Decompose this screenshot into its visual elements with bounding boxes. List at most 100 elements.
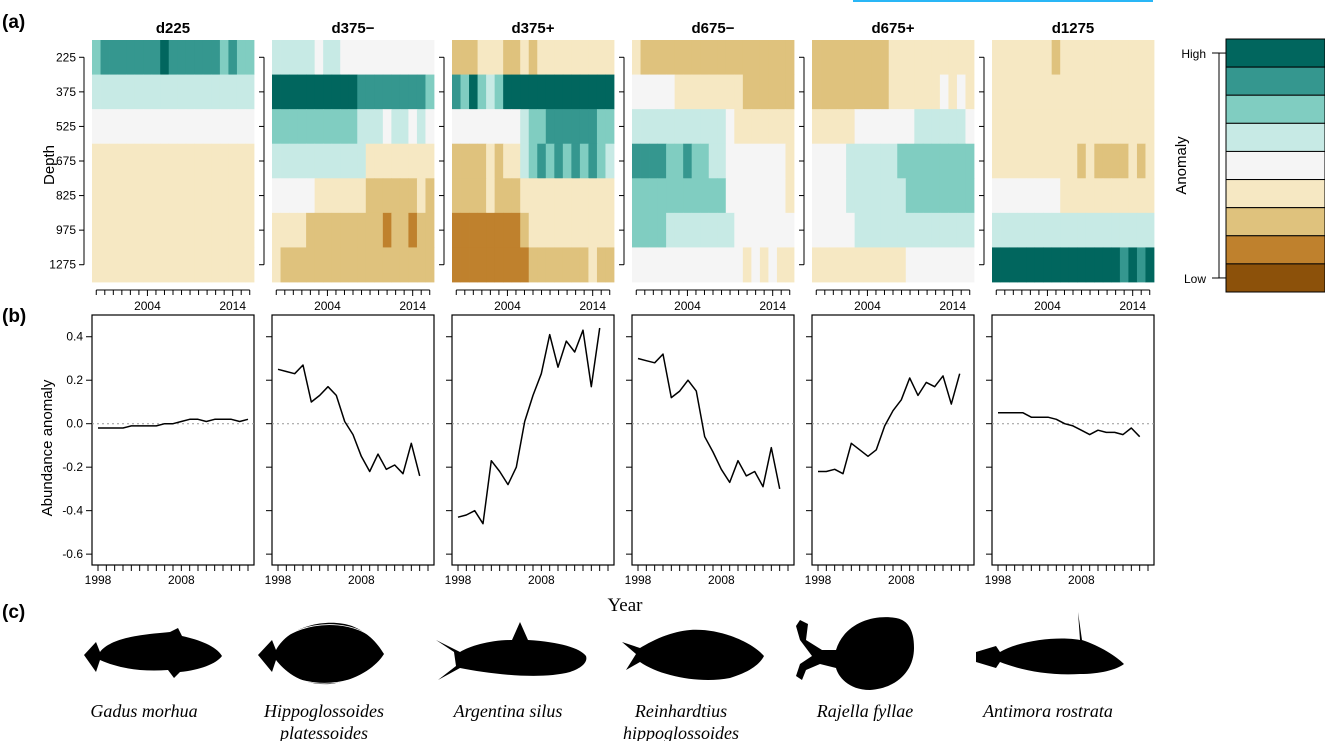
heatmap-cell <box>759 74 769 110</box>
heatmap-cell <box>228 109 238 145</box>
heatmap-cell <box>126 40 136 75</box>
year-tick-label: 2014 <box>219 299 246 313</box>
heatmap-cell <box>382 109 392 145</box>
heatmap-cell <box>605 143 615 179</box>
heatmap-cell <box>1102 109 1112 145</box>
heatmap-cell <box>905 247 915 283</box>
heatmap-cell <box>134 109 144 145</box>
heatmap-cell <box>211 247 221 283</box>
heatmap-cell <box>1034 247 1044 283</box>
heatmap-cell <box>314 109 324 145</box>
heatmap-cell <box>863 247 873 283</box>
heatmap-cell <box>160 247 170 283</box>
heatmap-cell <box>931 212 941 248</box>
heatmap-cell <box>92 247 101 283</box>
heatmap-cell <box>888 143 898 179</box>
heatmap-cell <box>1017 178 1027 214</box>
heatmap-cell <box>554 212 564 248</box>
heatmap-cell <box>1051 143 1061 179</box>
heatmap-cell <box>425 74 435 110</box>
heatmap-cell <box>734 40 744 75</box>
heatmap-cell <box>939 178 949 214</box>
heatmap-cell <box>871 40 881 75</box>
heatmap-cell <box>1094 109 1104 145</box>
heatmap-cell <box>914 212 924 248</box>
heatmap-title: d675+ <box>872 20 915 37</box>
heatmap-cell <box>1102 40 1112 75</box>
heatmap-cell <box>1026 212 1036 248</box>
heatmap-cell <box>837 40 847 75</box>
heatmap-cell <box>1000 109 1010 145</box>
heatmap-cell <box>331 247 341 283</box>
heatmap-cell <box>759 40 769 75</box>
heatmap-cell <box>649 212 658 248</box>
heatmap-cell <box>1085 40 1095 75</box>
heatmap-cell <box>477 109 487 145</box>
heatmap-cell <box>280 247 290 283</box>
species-name: Argentina silus <box>453 701 563 721</box>
heatmap-cell <box>228 143 238 179</box>
heatmap-cell <box>236 143 246 179</box>
heatmap-cell <box>1017 40 1027 75</box>
heatmap-cell <box>657 212 667 248</box>
line-panel-frame <box>271 314 435 566</box>
heatmap-cell <box>1102 212 1112 248</box>
heatmap-cell <box>708 109 718 145</box>
heatmap-cell <box>742 247 752 283</box>
heatmap-cell <box>143 143 153 179</box>
heatmap-cell <box>863 178 873 214</box>
heatmap-cell <box>340 74 350 110</box>
heatmap-cell <box>151 40 161 75</box>
heatmap-cell <box>545 178 555 214</box>
heatmap-cell <box>1145 247 1155 283</box>
heatmap-cell <box>700 40 710 75</box>
heatmap-cell <box>914 247 924 283</box>
heatmap-cell <box>1111 143 1121 179</box>
heatmap-cell <box>596 40 606 75</box>
heatmap-cell <box>520 143 530 179</box>
heatmap-panel: d225 225 375 525 675 825 975 1275 2004 2014 <box>49 20 255 313</box>
heatmap-cell <box>829 247 838 283</box>
heatmap-cell <box>357 109 367 145</box>
heatmap-cell <box>306 40 316 75</box>
heatmap-cell <box>168 247 178 283</box>
heatmap-cell <box>837 178 847 214</box>
heatmap-cell <box>717 143 727 179</box>
heatmap-cell <box>674 109 684 145</box>
heatmap-panel: d1275 2004 2014 <box>979 20 1155 313</box>
heatmap-cell <box>863 74 873 110</box>
heatmap-cell <box>1068 109 1078 145</box>
line-panel-frame <box>631 314 795 566</box>
heatmap-cell <box>863 109 873 145</box>
heatmap-cell <box>469 212 478 248</box>
heatmap-cell <box>494 247 504 283</box>
heatmap-cell <box>666 212 676 248</box>
heatmap-cell <box>1043 74 1053 110</box>
heatmap-cell <box>160 178 170 214</box>
heatmap-cell <box>202 247 212 283</box>
heatmap-cell <box>888 109 898 145</box>
heatmap-cell <box>520 247 530 283</box>
heatmap-cell <box>846 143 856 179</box>
heatmap-cell <box>177 74 187 110</box>
heatmap-cell <box>837 74 847 110</box>
heatmap-cell <box>289 143 298 179</box>
heatmap-cell <box>691 40 701 75</box>
heatmap-cell <box>151 212 161 248</box>
heatmap-cell <box>588 74 598 110</box>
heatmap-cell <box>185 178 195 214</box>
year-tick-label: 2014 <box>1119 299 1146 313</box>
line-panel: 1998 2008 <box>265 314 435 587</box>
heatmap-cell <box>1043 143 1053 179</box>
heatmap-cell <box>829 212 838 248</box>
heatmap-cell <box>1000 40 1010 75</box>
heatmap-cell <box>365 40 375 75</box>
heatmap-cell <box>632 212 641 248</box>
heatmap-cell <box>306 143 316 179</box>
heatmap-cell <box>785 74 795 110</box>
heatmap-cell <box>1085 143 1095 179</box>
heatmap-cell <box>605 212 615 248</box>
heatmap-cell <box>751 40 761 75</box>
fish-silhouette-antimora-rostrata <box>976 612 1124 675</box>
heatmap-cell <box>236 178 246 214</box>
